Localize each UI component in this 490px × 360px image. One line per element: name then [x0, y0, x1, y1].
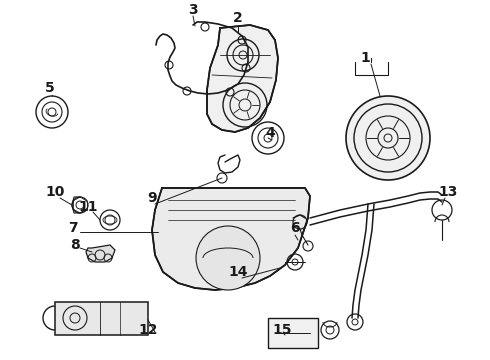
Text: 12: 12 [138, 323, 158, 337]
Circle shape [196, 226, 260, 290]
Text: 8: 8 [70, 238, 80, 252]
Circle shape [346, 96, 430, 180]
Text: 9: 9 [147, 191, 157, 205]
Text: 13: 13 [439, 185, 458, 199]
Text: 11: 11 [78, 200, 98, 214]
Text: 7: 7 [68, 221, 78, 235]
Text: 15: 15 [272, 323, 292, 337]
Polygon shape [86, 245, 115, 262]
Polygon shape [207, 25, 278, 132]
Text: 3: 3 [188, 3, 198, 17]
Text: 6: 6 [290, 221, 300, 235]
Text: 10: 10 [45, 185, 65, 199]
Text: 4: 4 [265, 126, 275, 140]
Text: 1: 1 [360, 51, 370, 65]
Text: 5: 5 [45, 81, 55, 95]
Polygon shape [268, 318, 318, 348]
Polygon shape [55, 302, 148, 335]
Text: 2: 2 [233, 11, 243, 25]
Polygon shape [152, 188, 310, 290]
Text: 14: 14 [228, 265, 248, 279]
